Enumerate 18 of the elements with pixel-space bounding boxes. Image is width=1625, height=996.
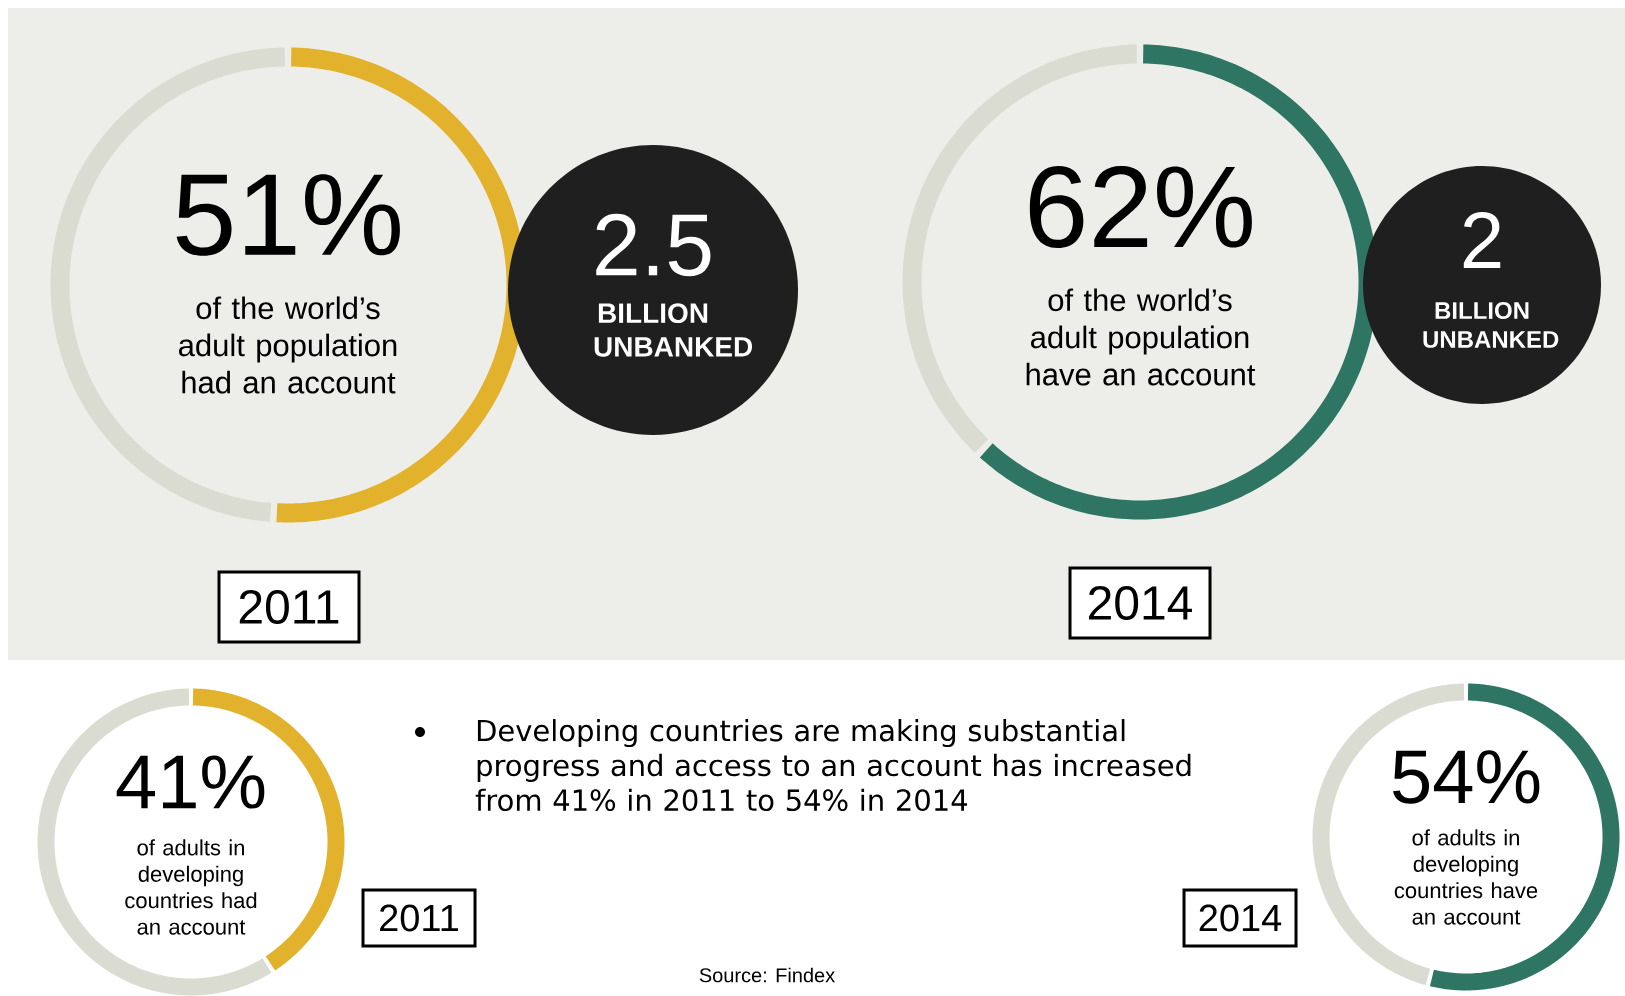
text: of the world’s adult population have an account bbox=[1026, 288, 1256, 386]
text: BILLION UNBANKED bbox=[1423, 302, 1559, 348]
text: 2011 bbox=[380, 904, 458, 932]
text: 2014 bbox=[1199, 904, 1282, 932]
text: 41% bbox=[116, 755, 265, 809]
text: 2014 bbox=[1089, 586, 1192, 620]
source-note: Source: Findex bbox=[699, 967, 835, 983]
text: 2011 bbox=[239, 590, 339, 624]
text: of the world’s adult population had an account bbox=[179, 296, 397, 394]
text: of adults in developing countries had an account bbox=[125, 839, 257, 935]
text: of adults in developing countries have an account bbox=[1394, 829, 1538, 925]
text: Developing countries are making substantial progress and access to an account has increased from 41% in 2011 to 54% in 2014 bbox=[475, 719, 1191, 812]
text: 2 bbox=[1463, 212, 1501, 268]
text: 51% bbox=[176, 174, 400, 256]
text: 62% bbox=[1029, 165, 1252, 249]
text: 2.5 bbox=[596, 213, 711, 277]
text: BILLION UNBANKED bbox=[594, 303, 753, 357]
text: 54% bbox=[1393, 750, 1540, 804]
